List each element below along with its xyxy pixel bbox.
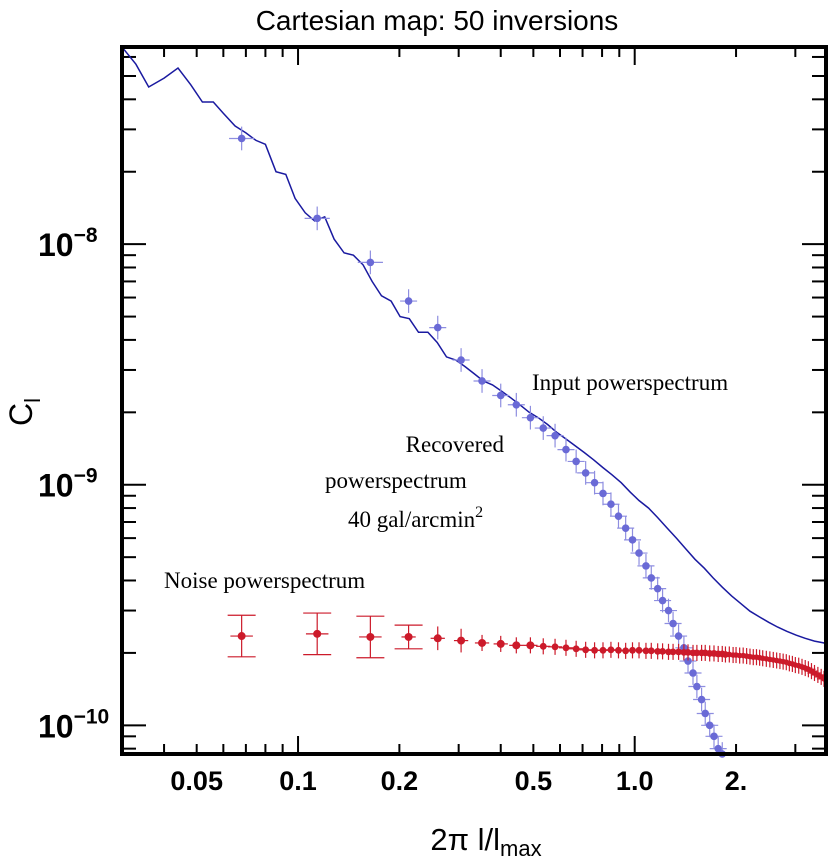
recovered-point <box>705 721 714 730</box>
recovered-point <box>684 657 692 665</box>
y-tick-label-base: 10 <box>38 468 74 504</box>
annotation-recovered-2: powerspectrum <box>325 468 467 493</box>
recovered-point <box>614 512 623 521</box>
recovered-point <box>590 478 599 487</box>
recovered-point <box>512 400 521 409</box>
recovered-point <box>714 744 722 753</box>
annotation-recovered-3: 40 gal/arcmin2 <box>348 504 483 532</box>
recovered-point <box>313 214 321 223</box>
y-tick-label-exp: −10 <box>74 705 110 728</box>
recovered-point <box>674 632 683 640</box>
data-layer <box>121 46 827 758</box>
noise-point <box>551 643 559 651</box>
y-tick-label: 10−10 <box>38 705 109 744</box>
noise-point <box>607 646 615 654</box>
noise-point <box>457 636 466 645</box>
noise-point <box>478 638 487 647</box>
axis-ticks <box>121 47 826 754</box>
noise-point <box>496 639 505 648</box>
noise-point <box>539 642 547 650</box>
recovered-point <box>457 356 465 364</box>
x-tick-label: 0.5 <box>515 766 553 796</box>
recovered-point <box>669 619 677 628</box>
recovered-point <box>664 606 673 615</box>
recovered-point <box>607 500 615 509</box>
recovered-point <box>642 562 650 570</box>
recovered-point <box>433 323 442 332</box>
recovered-point <box>628 536 637 544</box>
y-axis-label: Cl <box>3 398 45 426</box>
x-axis-label-sub: max <box>500 836 542 861</box>
recovered-point <box>621 524 630 532</box>
annotation-recovered-1: Recovered <box>406 432 505 457</box>
noise-point <box>526 641 535 650</box>
recovered-point <box>701 709 710 718</box>
noise-point <box>313 629 322 638</box>
x-axis-label: 2π l/lmax <box>430 822 541 861</box>
annotation-input: Input powerspectrum <box>532 370 728 395</box>
recovered-point <box>551 431 559 440</box>
x-tick-labels: 0.05 0.1 0.2 0.5 1.0 2. <box>170 766 747 796</box>
noise-point <box>404 632 413 641</box>
x-tick-label: 2. <box>725 766 748 796</box>
noise-point <box>562 644 570 652</box>
recovered-point <box>572 457 580 466</box>
recovered-point <box>635 549 643 557</box>
recovered-point <box>689 669 697 677</box>
noise-point <box>237 632 246 641</box>
recovered-point <box>539 424 548 432</box>
noise-point <box>572 645 580 653</box>
plot-frame <box>120 45 828 756</box>
recovered-point <box>366 258 375 267</box>
recovered-point <box>581 469 590 477</box>
recovered-point <box>478 377 486 385</box>
x-tick-label: 0.1 <box>279 766 317 796</box>
noise-point <box>512 641 521 650</box>
y-tick-label: 10−9 <box>38 465 98 504</box>
chart-title: Cartesian map: 50 inversions <box>256 5 619 36</box>
noise-point <box>615 646 622 654</box>
recovered-point <box>599 489 607 498</box>
annotation-noise: Noise powerspectrum <box>164 568 365 593</box>
recovered-point <box>404 297 413 305</box>
x-tick-label: 0.05 <box>170 766 223 796</box>
recovered-point <box>653 584 662 593</box>
annotation-recovered-3-sup: 2 <box>475 504 483 521</box>
annotation-recovered-3-main: 40 gal/arcmin <box>348 507 476 532</box>
input-powerspectrum-line <box>121 46 827 645</box>
recovered-point <box>697 695 706 704</box>
y-axis-label-main: C <box>3 403 39 426</box>
recovered-point <box>562 445 570 454</box>
recovered-point <box>237 134 246 143</box>
y-tick-label-base: 10 <box>38 227 74 263</box>
noise-point <box>433 634 442 643</box>
y-axis-label-sub: l <box>20 398 45 403</box>
noise-point <box>599 646 607 654</box>
recovered-point <box>526 413 535 422</box>
y-tick-label-base: 10 <box>38 708 74 744</box>
y-tick-labels: 10−810−910−10 <box>38 224 109 744</box>
recovered-point <box>496 391 505 400</box>
recovered-point <box>658 596 667 605</box>
noise-point <box>591 646 598 654</box>
noise-point <box>366 632 375 641</box>
x-tick-label: 1.0 <box>616 766 654 796</box>
y-tick-label-exp: −9 <box>74 465 98 488</box>
recovered-point <box>693 682 701 691</box>
noise-point <box>582 646 590 654</box>
y-tick-label: 10−8 <box>38 224 98 263</box>
recovered-point <box>647 574 656 582</box>
recovered-point <box>710 732 718 741</box>
x-tick-label: 0.2 <box>381 766 419 796</box>
x-axis-label-main: 2π l/l <box>430 822 500 857</box>
y-tick-label-exp: −8 <box>74 224 98 247</box>
